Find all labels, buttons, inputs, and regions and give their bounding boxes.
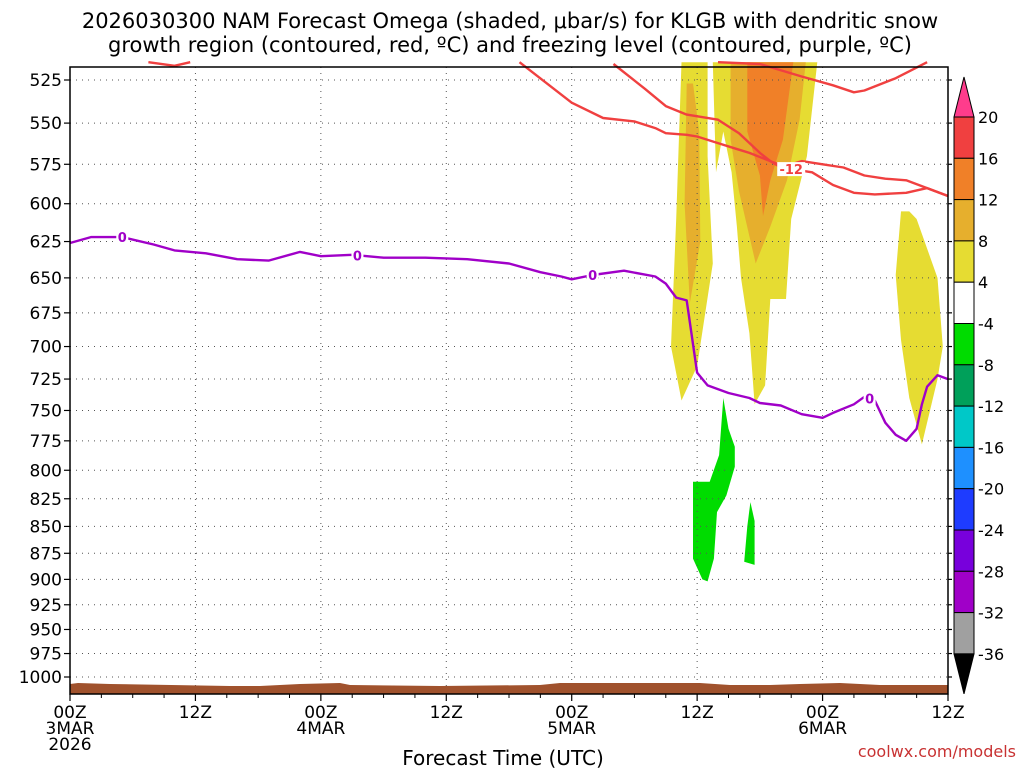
colorbar-segment bbox=[953, 405, 975, 448]
dendritic-contour-line bbox=[717, 61, 928, 94]
chart-title-line-2: growth region (contoured, red, ºC) and f… bbox=[108, 33, 912, 57]
credit-link[interactable]: coolwx.com/models bbox=[858, 742, 1016, 761]
colorbar-label: 12 bbox=[978, 191, 998, 210]
colorbar-segment bbox=[953, 281, 975, 325]
y-tick-label: 725 bbox=[30, 370, 62, 390]
colorbar-label: -32 bbox=[978, 604, 1004, 623]
contour-label-bg bbox=[586, 268, 599, 283]
colorbar: 20 16 12 8 4 -4 -8 -12 -16 -20 -24 -28 -32 -36 bbox=[953, 76, 1004, 695]
y-tick-label: 550 bbox=[30, 114, 62, 134]
colorbar-segment bbox=[953, 529, 975, 572]
y-tick-label: 825 bbox=[30, 490, 62, 510]
dendritic-contour-line bbox=[518, 61, 949, 198]
ground-fill bbox=[70, 683, 948, 694]
y-tick-label: 975 bbox=[30, 645, 62, 665]
contour-label: 0 bbox=[588, 269, 597, 284]
y-tick-label: 625 bbox=[30, 233, 62, 253]
omega-region-12 bbox=[747, 62, 794, 217]
axes: 525 550 575 600 625 650 675 700 725 750 775 800 825 8… bbox=[19, 66, 965, 755]
omega-region-neg4 bbox=[693, 398, 735, 582]
x-tick-label: 3MAR bbox=[46, 719, 95, 739]
colorbar-segment bbox=[953, 653, 975, 695]
dendritic-contour-line bbox=[612, 63, 949, 198]
contour-label: 0 bbox=[353, 249, 362, 264]
y-tick-label: 750 bbox=[30, 401, 62, 421]
y-tick-label: 775 bbox=[30, 432, 62, 452]
colorbar-label: -24 bbox=[978, 521, 1004, 540]
chart-title-line-1: 2026030300 NAM Forecast Omega (shaded, μ… bbox=[82, 9, 938, 33]
grid bbox=[70, 67, 948, 694]
y-tick-label: 575 bbox=[30, 155, 62, 175]
colorbar-segment bbox=[953, 488, 975, 531]
colorbar-label: 20 bbox=[978, 108, 998, 127]
contour-label-bg bbox=[777, 162, 806, 177]
y-tick-label: 875 bbox=[30, 544, 62, 564]
x-tick-label: 2026 bbox=[48, 735, 91, 755]
omega-region-4 bbox=[895, 211, 943, 445]
colorbar-segment bbox=[953, 446, 975, 490]
x-tick-label: 00Z bbox=[53, 703, 86, 723]
colorbar-segment bbox=[953, 199, 975, 242]
colorbar-segment bbox=[953, 116, 975, 159]
omega-region-neg4 bbox=[744, 502, 755, 565]
plot-frame bbox=[69, 66, 949, 695]
colorbar-label: -36 bbox=[978, 645, 1004, 664]
contour-label-bg bbox=[863, 391, 876, 406]
y-tick-label: 675 bbox=[30, 304, 62, 324]
x-tick-label: 6MAR bbox=[798, 719, 847, 739]
contour-label-bg bbox=[351, 248, 364, 263]
x-tick-label: 12Z bbox=[430, 703, 463, 723]
y-tick-label: 525 bbox=[30, 71, 62, 91]
y-tick-label: 700 bbox=[30, 338, 62, 358]
colorbar-segment bbox=[953, 76, 975, 118]
y-tick-label: 600 bbox=[30, 195, 62, 215]
colorbar-segment bbox=[953, 240, 975, 283]
colorbar-label: -4 bbox=[978, 315, 994, 334]
y-tick-label: 850 bbox=[30, 517, 62, 537]
colorbar-label: -28 bbox=[978, 562, 1004, 581]
colorbar-label: -12 bbox=[978, 397, 1004, 416]
colorbar-segment bbox=[953, 323, 975, 366]
colorbar-label: 4 bbox=[978, 273, 988, 292]
freezing-level-line bbox=[69, 235, 949, 442]
x-tick-label: 12Z bbox=[681, 703, 714, 723]
y-tick-label: 925 bbox=[30, 596, 62, 616]
y-tick-label: 1000 bbox=[19, 668, 62, 688]
x-tick-label: 00Z bbox=[806, 703, 839, 723]
y-tick-label: 900 bbox=[30, 570, 62, 590]
colorbar-label: 16 bbox=[978, 149, 998, 168]
x-tick-label: 00Z bbox=[555, 703, 588, 723]
y-tick-label: 950 bbox=[30, 620, 62, 640]
x-tick-label: 4MAR bbox=[296, 719, 345, 739]
x-tick-label: 12Z bbox=[179, 703, 212, 723]
colorbar-label: -8 bbox=[978, 356, 994, 375]
y-tick-label: 800 bbox=[30, 461, 62, 481]
contour-label: 0 bbox=[118, 231, 127, 246]
contour-lines: 0 0 0 0 -12 bbox=[69, 61, 949, 442]
x-axis-label: Forecast Time (UTC) bbox=[402, 746, 604, 768]
omega-shading bbox=[671, 62, 943, 582]
colorbar-label: -20 bbox=[978, 480, 1004, 499]
colorbar-segment bbox=[953, 570, 975, 614]
terrain-ground bbox=[70, 683, 948, 694]
x-tick-label: 12Z bbox=[931, 703, 964, 723]
omega-region-8 bbox=[684, 83, 701, 304]
contour-label: -12 bbox=[779, 163, 803, 178]
colorbar-segment bbox=[953, 157, 975, 201]
contour-label-bg bbox=[116, 230, 129, 245]
contour-label: 0 bbox=[865, 393, 874, 408]
dendritic-contour-line bbox=[148, 61, 191, 67]
colorbar-label: -16 bbox=[978, 438, 1004, 457]
x-tick-label: 00Z bbox=[304, 703, 337, 723]
colorbar-label: 8 bbox=[978, 232, 988, 251]
x-tick-label: 5MAR bbox=[547, 719, 596, 739]
colorbar-segment bbox=[953, 612, 975, 655]
y-tick-label: 650 bbox=[30, 269, 62, 289]
colorbar-segment bbox=[953, 364, 975, 407]
